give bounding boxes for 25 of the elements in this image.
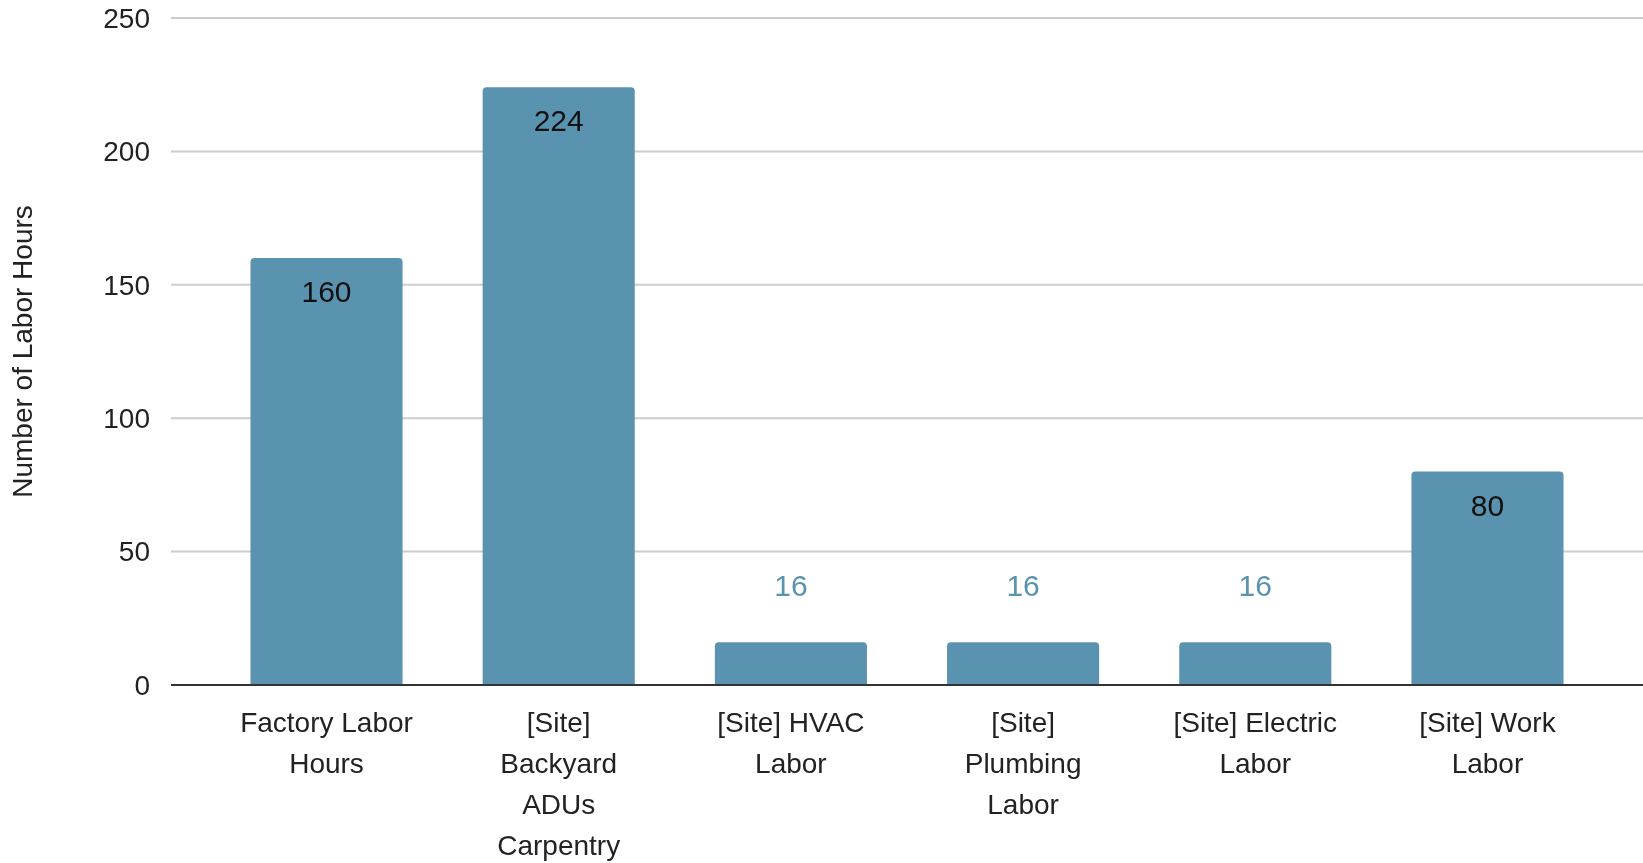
y-tick-label: 150 — [103, 269, 150, 301]
y-tick-label: 0 — [134, 669, 150, 701]
x-tick-label: Factory Labor Hours — [240, 707, 413, 779]
bar — [947, 642, 1100, 685]
bar — [714, 642, 867, 685]
data-label: 16 — [1006, 569, 1040, 603]
bar — [482, 87, 635, 685]
data-label: 224 — [533, 104, 584, 138]
bar — [1411, 471, 1564, 685]
data-label: 16 — [1238, 569, 1272, 603]
bar — [1179, 642, 1332, 685]
data-label: 160 — [301, 275, 352, 309]
x-tick-label: [Site] Work Labor — [1419, 707, 1557, 779]
bar — [250, 258, 403, 685]
data-label: 80 — [1470, 488, 1505, 522]
y-tick-label: 250 — [103, 2, 150, 34]
y-tick-label: 200 — [103, 136, 150, 168]
y-tick-label: 100 — [103, 403, 150, 434]
x-tick-label: [Site] Backyard ADUs Carpentry — [497, 707, 621, 861]
x-tick-label: [Site] HVAC Labor — [717, 707, 865, 779]
data-label: 16 — [774, 569, 808, 603]
y-tick-label: 50 — [118, 536, 150, 568]
x-tick-label: [Site] Plumbing Labor — [964, 707, 1082, 820]
x-tick-label: [Site] Electric Labor — [1173, 707, 1337, 779]
y-axis-title: Number of Labor Hours — [7, 205, 38, 498]
